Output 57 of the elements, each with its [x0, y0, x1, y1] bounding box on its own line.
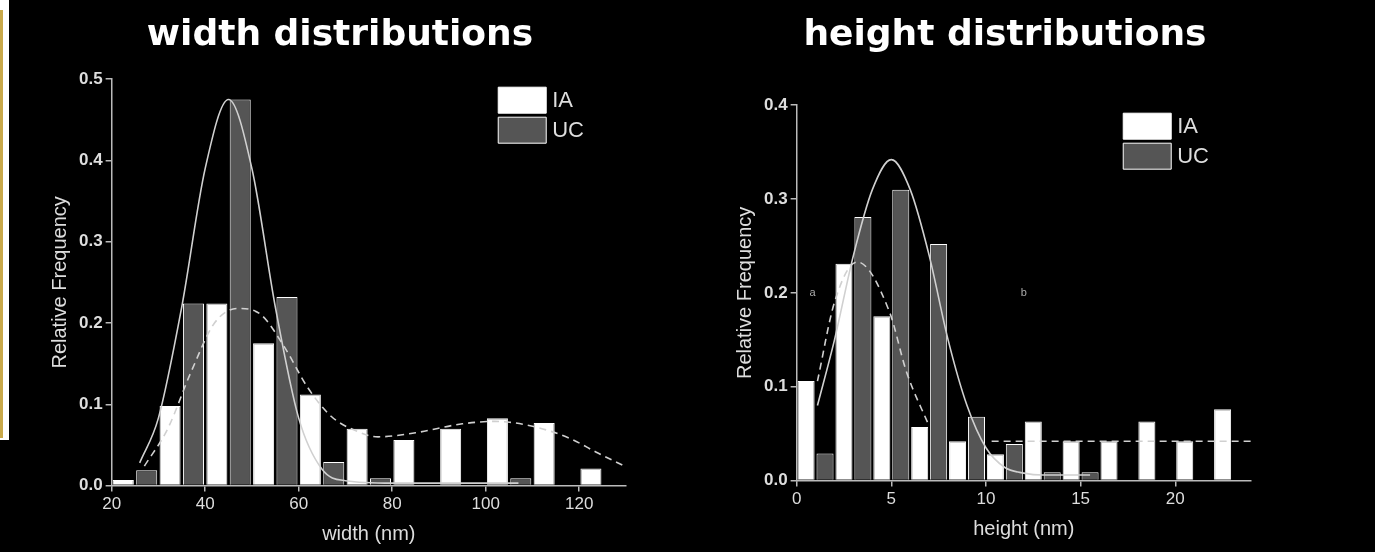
x-tick-label: 80: [382, 494, 402, 514]
x-tick-label: 5: [886, 489, 897, 509]
x-tick-label: 60: [289, 494, 309, 514]
x-tick-label: 120: [565, 494, 594, 514]
bar: [253, 343, 275, 485]
x-tick-label: 20: [1165, 489, 1185, 509]
bar: [1138, 421, 1156, 480]
bar: [159, 405, 181, 485]
legend-label: UC: [552, 117, 585, 143]
bar: [1176, 441, 1194, 480]
bar: [797, 381, 815, 480]
legend-label: UC: [1177, 143, 1210, 169]
y-tick-label: 0.1: [78, 394, 103, 414]
bar: [1024, 421, 1042, 480]
y-axis-title: Relative Frequency: [732, 206, 755, 380]
line-series: [816, 158, 1091, 476]
x-tick-label: 15: [1071, 489, 1091, 509]
chart-title: height distributions: [802, 12, 1208, 53]
bar: [1214, 409, 1232, 480]
y-tick-label: 0.5: [78, 68, 103, 88]
bar: [986, 454, 1004, 480]
bar: [873, 316, 891, 480]
y-tick-label: 0.1: [763, 376, 788, 396]
bar: [949, 441, 967, 480]
y-tick-label: 0.0: [763, 470, 788, 490]
bar: [206, 303, 228, 485]
annotation: b: [1020, 285, 1027, 298]
y-axis-title: Relative Frequency: [47, 196, 70, 369]
bar: [440, 428, 462, 485]
x-tick-label: 20: [102, 494, 122, 514]
y-tick-label: 0.2: [763, 282, 788, 302]
bar: [393, 440, 415, 485]
y-tick-label: 0.4: [78, 150, 104, 170]
bar: [580, 468, 602, 485]
x-tick-label: 40: [195, 494, 215, 514]
bar: [346, 428, 368, 485]
bar: [486, 418, 508, 485]
legend-label: IA: [1177, 113, 1199, 139]
bar: [533, 423, 555, 485]
x-axis-title: width (nm): [321, 521, 416, 544]
bar: [911, 427, 929, 480]
x-tick-label: 10: [976, 489, 996, 509]
bar: [835, 263, 853, 480]
x-tick-label: 0: [791, 489, 802, 509]
bar: [1062, 441, 1080, 480]
chart-title: width distributions: [145, 12, 535, 53]
legend-label: IA: [552, 87, 574, 113]
y-tick-label: 0.2: [78, 312, 103, 332]
annotation: a: [809, 285, 817, 298]
bar: [299, 394, 321, 485]
y-tick-label: 0.0: [78, 475, 103, 495]
y-tick-label: 0.3: [78, 231, 103, 251]
x-axis-title: height (nm): [973, 516, 1075, 539]
y-tick-label: 0.4: [763, 94, 789, 114]
y-tick-label: 0.3: [763, 188, 788, 208]
bar: [1100, 441, 1118, 480]
x-tick-label: 100: [471, 494, 500, 514]
